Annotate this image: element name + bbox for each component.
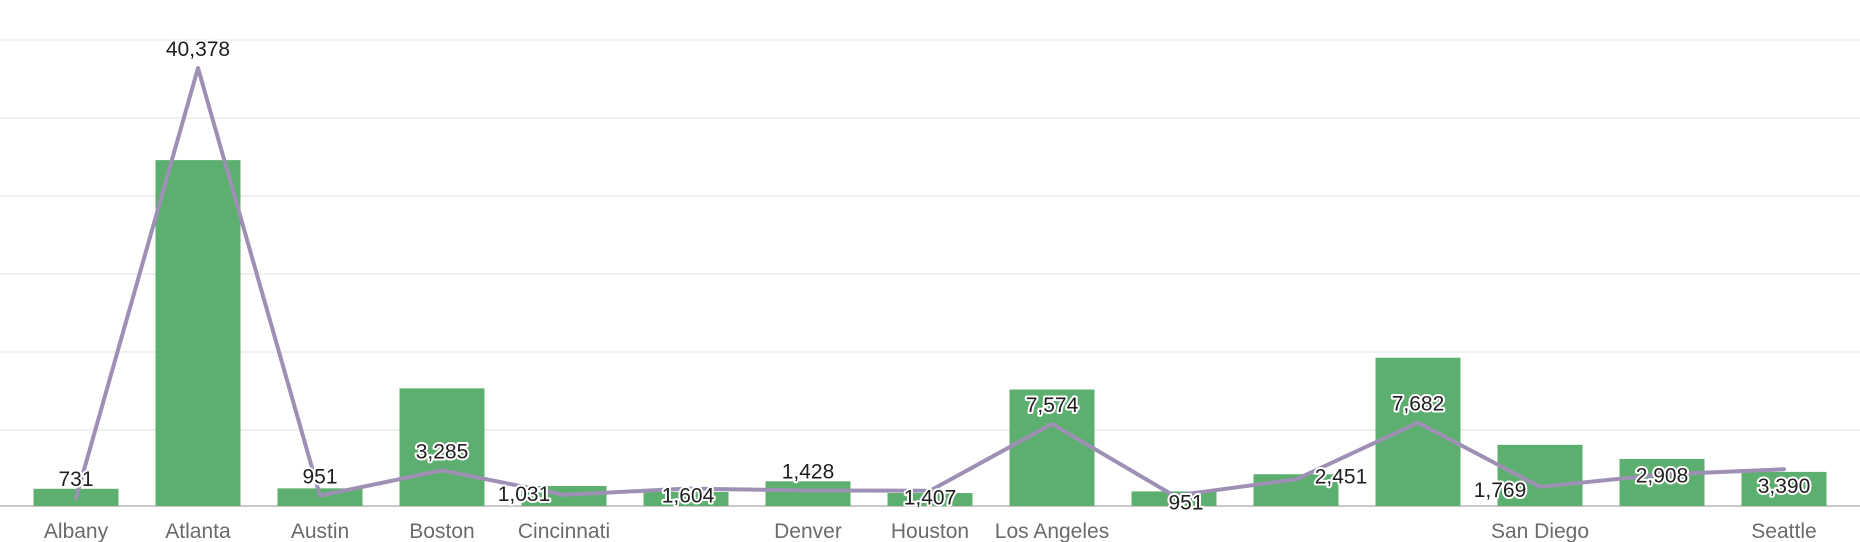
x-tick-label: San Diego [1491, 520, 1589, 542]
line-series [74, 66, 1786, 501]
bar [643, 491, 729, 506]
x-tick-label: Austin [291, 520, 349, 542]
x-tick-label: Cincinnati [518, 520, 610, 542]
line-data-label: 7,574 [1026, 394, 1079, 417]
line-data-label: 1,407 [904, 487, 957, 510]
line-data-label: 1,604 [662, 485, 715, 508]
line-data-label: 951 [302, 466, 337, 489]
line-data-label: 40,378 [166, 38, 230, 61]
line-data-label: 3,285 [416, 440, 469, 463]
x-tick-label: Los Angeles [995, 520, 1109, 542]
data-labels: 731 40,378 951 3,285 1,031 1,604 1,428 1,407 7,5… [56, 36, 1812, 517]
bar [1375, 357, 1461, 506]
bar [1619, 458, 1705, 506]
line-data-label: 7,682 [1392, 393, 1445, 416]
bar [765, 481, 851, 506]
x-tick-label: Houston [891, 520, 969, 542]
bar [155, 160, 241, 506]
line-data-label: 3,390 [1758, 475, 1811, 498]
bar [1131, 491, 1217, 506]
x-tick-label: Albany [44, 520, 109, 542]
bar-series [33, 160, 1827, 506]
bar [1741, 471, 1827, 506]
line-data-label: 2,908 [1636, 464, 1689, 487]
x-tick-label: Seattle [1751, 520, 1816, 542]
line-data-label: 1,428 [782, 461, 835, 484]
bar [1497, 444, 1583, 506]
bar [399, 388, 485, 506]
line-data-label: 731 [58, 468, 93, 491]
bar [887, 493, 973, 506]
line-data-label: 2,451 [1315, 465, 1368, 488]
bar [1009, 389, 1095, 506]
x-axis-ticks: Albany Atlanta Austin Boston Cincinnati Denve… [44, 520, 1817, 542]
line-data-label: 1,031 [498, 483, 551, 506]
x-tick-label: Boston [409, 520, 474, 542]
line-data-label: 1,769 [1474, 479, 1527, 502]
line-data-label: 951 [1168, 492, 1203, 515]
gridlines [0, 39, 1860, 507]
x-tick-label: Atlanta [165, 520, 231, 542]
series-line [74, 66, 1786, 501]
x-tick-label: Denver [774, 520, 842, 542]
